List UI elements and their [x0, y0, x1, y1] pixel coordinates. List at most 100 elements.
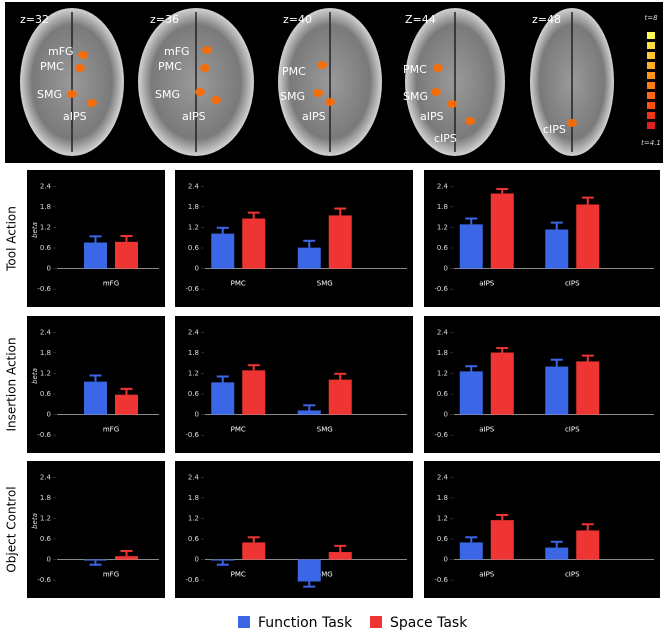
region-label: cIPS — [434, 132, 457, 145]
error-bar — [216, 226, 229, 234]
y-tick-label: 0.6 — [40, 244, 52, 252]
category-label: mFG — [103, 571, 119, 579]
y-tick-label: 0 — [444, 411, 448, 419]
row-label: Insertion Action — [5, 337, 19, 431]
bar — [545, 547, 569, 560]
y-tick-label: -0.6 — [434, 285, 448, 293]
activation-blob — [202, 46, 212, 54]
colorbar-cell — [647, 62, 655, 69]
region-label: PMC — [403, 63, 427, 76]
error-bar — [303, 239, 316, 248]
region-label: SMG — [155, 88, 180, 101]
y-tick-label: 1.2 — [188, 369, 199, 377]
error-bar — [120, 235, 133, 242]
y-tick-label: 1.2 — [188, 514, 199, 522]
bar — [115, 556, 138, 560]
error-bar — [465, 536, 478, 543]
y-tick-label: 1.8 — [437, 494, 448, 502]
panel-bg — [424, 316, 660, 453]
panel-bg — [175, 316, 413, 453]
category-label: SMG — [317, 426, 333, 434]
y-tick-label: -0.6 — [434, 576, 448, 584]
activation-blob — [465, 117, 475, 125]
activation-blob — [67, 90, 77, 98]
bar — [84, 242, 107, 269]
error-bar — [303, 581, 316, 588]
y-tick-label: 2.4 — [188, 473, 200, 481]
y-tick-label: 1.2 — [40, 223, 51, 231]
bar — [545, 229, 569, 269]
category-label: cIPS — [565, 571, 580, 579]
y-tick-label: 2.4 — [40, 182, 52, 190]
error-bar — [216, 560, 229, 566]
error-bar — [334, 372, 347, 380]
error-bar — [120, 387, 133, 395]
bar — [459, 542, 483, 560]
error-bar — [120, 550, 133, 557]
bar — [115, 241, 138, 269]
row-label: Tool Action — [5, 206, 19, 272]
y-tick-label: 0 — [47, 265, 51, 273]
bar — [545, 366, 569, 415]
y-tick-label: -0.6 — [434, 431, 448, 439]
bar — [490, 352, 514, 415]
error-bar — [465, 217, 478, 225]
activation-blob — [78, 51, 88, 59]
error-bar — [89, 560, 102, 566]
colorbar-cell — [647, 72, 655, 79]
error-bar — [581, 196, 594, 205]
y-tick-label: -0.6 — [37, 285, 51, 293]
error-bar — [550, 540, 563, 548]
y-tick-label: 1.8 — [437, 203, 448, 211]
y-tick-label: 0 — [47, 411, 51, 419]
error-bar — [496, 514, 509, 521]
error-bar — [581, 354, 594, 362]
region-label: SMG — [280, 90, 305, 103]
bar — [211, 233, 235, 269]
bar — [576, 361, 600, 415]
region-label: aIPS — [302, 110, 326, 123]
y-tick-label: 0.6 — [437, 244, 449, 252]
region-label: aIPS — [63, 110, 87, 123]
activation-blob — [195, 88, 205, 96]
y-tick-label: 1.8 — [40, 203, 51, 211]
region-label: mFG — [164, 45, 190, 58]
region-label: mFG — [48, 45, 74, 58]
y-tick-label: 1.8 — [40, 349, 51, 357]
y-tick-label: 2.4 — [437, 473, 449, 481]
bar — [490, 520, 514, 560]
error-bar — [216, 375, 229, 383]
y-tick-label: 2.4 — [437, 328, 449, 336]
bar — [115, 394, 138, 415]
error-bar — [247, 536, 260, 543]
activation-blob — [317, 61, 327, 69]
colorbar-cell — [647, 82, 655, 89]
category-label: SMG — [317, 280, 333, 288]
panel-bg — [424, 461, 660, 598]
y-tick-label: 0 — [195, 265, 199, 273]
y-tick-label: 1.2 — [40, 514, 51, 522]
slice-label: z=40 — [283, 13, 312, 26]
activation-blob — [567, 119, 577, 127]
bar — [328, 215, 352, 269]
bar — [576, 530, 600, 560]
y-tick-label: -0.6 — [185, 431, 199, 439]
colorbar-cell — [647, 112, 655, 119]
category-label: PMC — [231, 426, 246, 434]
y-tick-label: 1.2 — [437, 223, 448, 231]
region-label: PMC — [282, 65, 306, 78]
activation-blob — [325, 98, 335, 106]
y-axis-label: beta — [31, 368, 39, 384]
bar — [211, 559, 235, 561]
error-bar — [334, 207, 347, 216]
y-tick-label: 0.6 — [188, 390, 200, 398]
bar — [328, 552, 352, 560]
panel-bg — [175, 461, 413, 598]
y-tick-label: 1.2 — [40, 369, 51, 377]
slice-label: Z=44 — [405, 13, 436, 26]
error-bar — [247, 211, 260, 219]
colorbar-cell — [647, 122, 655, 129]
category-label: mFG — [103, 280, 119, 288]
category-label: SMG — [317, 571, 333, 579]
colorbar-max: t=8 — [644, 14, 658, 22]
